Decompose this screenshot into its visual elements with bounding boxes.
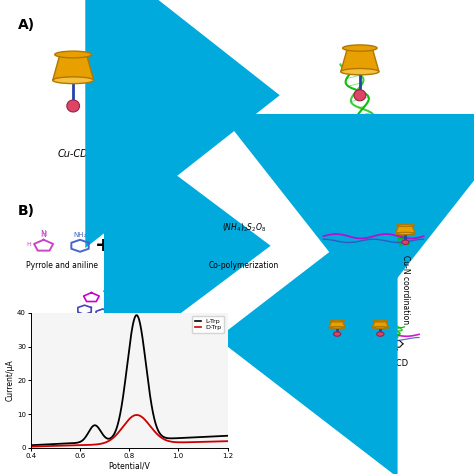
Ellipse shape — [55, 51, 91, 58]
Ellipse shape — [330, 320, 345, 322]
Text: NN'-rGO: NN'-rGO — [356, 261, 391, 270]
Ellipse shape — [341, 69, 379, 75]
Text: PPy-PANI: PPy-PANI — [82, 318, 128, 327]
Polygon shape — [329, 321, 345, 328]
Polygon shape — [372, 321, 389, 328]
Text: SA: SA — [176, 149, 189, 159]
Ellipse shape — [396, 224, 414, 227]
Text: B): B) — [18, 203, 35, 218]
Ellipse shape — [343, 45, 377, 51]
Polygon shape — [53, 55, 94, 80]
Circle shape — [377, 332, 384, 336]
X-axis label: Potential/V: Potential/V — [108, 462, 150, 471]
Circle shape — [402, 240, 409, 245]
Text: H: H — [27, 242, 31, 247]
Text: A): A) — [18, 18, 35, 32]
Ellipse shape — [329, 327, 345, 328]
Text: Co-polymerization: Co-polymerization — [209, 261, 279, 270]
Text: N: N — [41, 230, 46, 239]
Text: rGO: rGO — [147, 261, 164, 270]
Ellipse shape — [373, 320, 388, 322]
Circle shape — [67, 100, 80, 112]
Text: SA-Cu-CD: SA-Cu-CD — [337, 149, 383, 159]
Text: H: H — [41, 230, 46, 237]
Circle shape — [354, 90, 366, 101]
Text: NH₂: NH₂ — [73, 232, 87, 237]
Ellipse shape — [395, 232, 415, 235]
Text: +: + — [94, 236, 111, 255]
Text: +: + — [129, 79, 150, 103]
Ellipse shape — [372, 327, 389, 328]
Text: Cu-CD: Cu-CD — [58, 149, 89, 159]
Y-axis label: Current/μA: Current/μA — [5, 359, 14, 401]
Ellipse shape — [53, 77, 94, 83]
Text: Cu-N coordination: Cu-N coordination — [401, 255, 410, 324]
Text: $(NH_4)_2S_2O_8$: $(NH_4)_2S_2O_8$ — [222, 221, 266, 234]
Text: Pyrrole and aniline: Pyrrole and aniline — [26, 261, 98, 270]
Polygon shape — [341, 48, 379, 72]
Text: NN'-rGO/SA-Cu-CD: NN'-rGO/SA-Cu-CD — [330, 359, 408, 368]
Legend: L-Trp, D-Trp: L-Trp, D-Trp — [192, 316, 224, 333]
Polygon shape — [395, 225, 415, 234]
Circle shape — [334, 332, 341, 336]
